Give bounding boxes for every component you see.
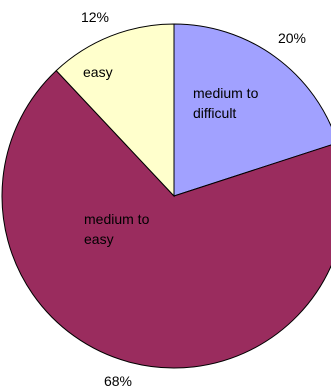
slice-medium-to-difficult	[173, 23, 331, 197]
slice-medium-to-difficult-inside-label-line-2: difficult	[193, 105, 236, 121]
slice-easy	[55, 23, 175, 198]
slice-easy-inside-label: easy	[83, 64, 113, 80]
slice-medium-to-easy-inside-label-line-2: easy	[84, 231, 114, 247]
slice-medium-to-difficult-percent-label: 20%	[278, 30, 306, 46]
slice-medium-to-easy-percent-label: 68%	[104, 373, 132, 389]
pie-labels: 20% 68% 12% medium to difficult medium t…	[81, 9, 306, 389]
slice-medium-to-difficult-inside-label-line-1: medium to	[193, 85, 259, 101]
slice-medium-to-easy-inside-label-line-1: medium to	[84, 211, 150, 227]
pie-slices	[1, 23, 331, 369]
slice-medium-to-easy	[1, 69, 331, 369]
slice-easy-percent-label: 12%	[81, 9, 109, 25]
